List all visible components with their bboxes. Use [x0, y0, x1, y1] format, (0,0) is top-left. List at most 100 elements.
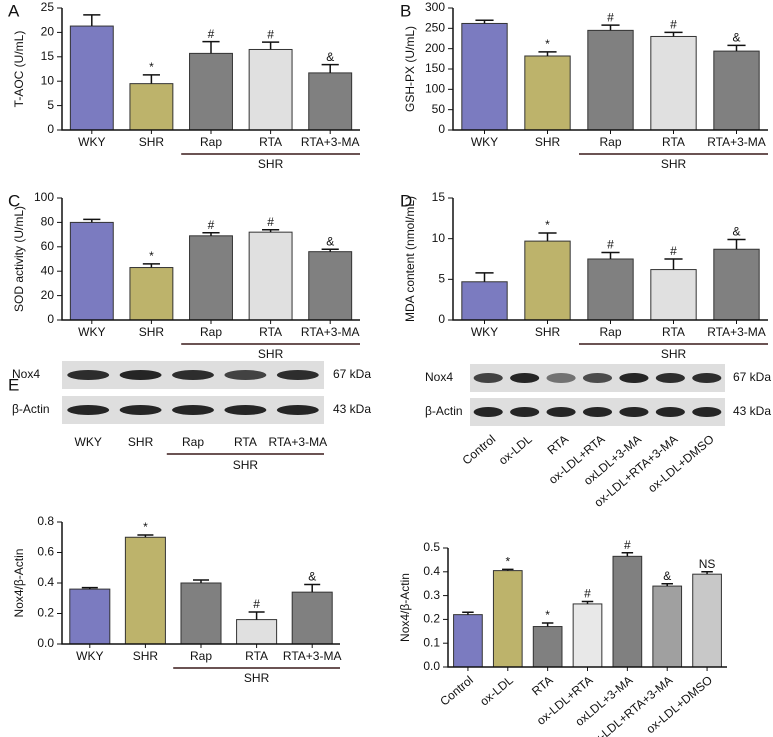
bar: [291, 591, 333, 645]
x-tick-label: SHR: [535, 135, 561, 149]
y-tick-label: 10: [432, 231, 446, 245]
significance-mark: *: [149, 60, 154, 74]
error-bar: [462, 611, 474, 615]
lane-label: ox-LDL+DMSO: [645, 432, 717, 495]
y-tick-label: 25: [41, 0, 55, 14]
bar: [69, 588, 111, 645]
bar: [69, 221, 114, 321]
y-axis-label: MDA content (nmol/mL): [403, 196, 417, 322]
group-label: SHR: [661, 347, 687, 361]
significance-mark: &: [326, 50, 334, 64]
y-tick-label: 15: [41, 49, 55, 63]
y-tick-label: 5: [438, 272, 445, 286]
error-bar: [81, 586, 98, 590]
error-bar: [83, 218, 101, 223]
y-tick-label: 0.2: [37, 606, 54, 620]
blot-band: [276, 370, 319, 380]
significance-mark: #: [670, 244, 677, 258]
significance-mark: #: [267, 215, 274, 229]
y-tick-label: 150: [425, 61, 445, 75]
y-axis-label: T-AOC (U/mL): [12, 31, 26, 108]
blot-band: [655, 407, 685, 417]
x-tick-label: RTA: [259, 135, 282, 149]
y-tick-label: 250: [425, 21, 445, 35]
significance-mark: &: [732, 225, 740, 239]
y-tick-label: 0.6: [37, 545, 54, 559]
y-axis-label: GSH-PX (U/mL): [403, 26, 417, 112]
x-tick-label: SHR: [139, 325, 165, 339]
size-label: 67 kDa: [333, 367, 371, 381]
x-tick-label: RTA+3-MA: [283, 649, 342, 663]
error-bar: [661, 582, 673, 587]
significance-mark: *: [149, 249, 154, 263]
x-tick-label: RTA+3-MA: [707, 325, 766, 339]
x-tick-label: RTA: [662, 325, 685, 339]
significance-mark: *: [505, 555, 510, 569]
error-bar: [137, 534, 154, 538]
bar: [69, 25, 114, 131]
x-tick-label: WKY: [78, 325, 105, 339]
significance-mark: #: [670, 18, 677, 32]
lane-label: RTA: [544, 432, 571, 457]
blot-band: [692, 407, 722, 417]
error-bar: [83, 14, 101, 27]
blot-band: [172, 405, 214, 415]
error-bar: [202, 40, 220, 54]
y-tick-label: 50: [432, 102, 446, 116]
significance-mark: #: [607, 238, 614, 252]
panel-letter: A: [8, 1, 20, 20]
error-bar: [321, 63, 339, 73]
group-label: SHR: [233, 458, 259, 472]
error-bar: [475, 272, 494, 282]
y-tick-label: 200: [425, 41, 445, 55]
x-tick-label: RTA+3-MA: [301, 325, 360, 339]
significance-mark: *: [545, 608, 550, 622]
blot-band: [67, 370, 110, 380]
panel-letter: E: [8, 375, 19, 394]
significance-mark: &: [308, 570, 316, 584]
y-tick-label: 10: [41, 73, 55, 87]
bar: [308, 251, 353, 321]
y-tick-label: 40: [41, 263, 55, 277]
blot-band: [276, 405, 319, 415]
error-bar: [262, 228, 280, 233]
y-tick-label: 15: [432, 190, 446, 204]
panel-letter: B: [400, 1, 411, 20]
size-label: 43 kDa: [733, 404, 771, 418]
band-label: β-Actin: [12, 402, 50, 416]
y-axis-label: Nox4/β-Actin: [398, 573, 412, 642]
significance-mark: NS: [699, 557, 716, 571]
x-tick-label: Rap: [200, 325, 222, 339]
error-bar: [538, 51, 557, 56]
error-bar: [664, 258, 683, 270]
error-bar: [601, 251, 620, 259]
x-tick-label: RTA: [529, 673, 556, 698]
error-bar: [192, 579, 210, 583]
bar: [587, 29, 634, 131]
x-tick-label: WKY: [76, 649, 103, 663]
lane-label: ox-LDL: [496, 432, 535, 468]
lane-label: RTA+3-MA: [269, 435, 328, 449]
y-tick-label: 0.3: [423, 588, 440, 602]
y-tick-label: 5: [47, 98, 54, 112]
group-label: SHR: [258, 347, 284, 361]
error-bar: [538, 232, 557, 242]
y-tick-label: 0.5: [423, 540, 440, 554]
y-tick-label: 0: [438, 122, 445, 136]
significance-mark: *: [545, 218, 550, 232]
lane-label: RTA: [234, 435, 257, 449]
axes: [61, 8, 360, 131]
x-tick-label: ox-LDL: [477, 673, 516, 709]
lane-label: SHR: [128, 435, 154, 449]
y-tick-label: 300: [425, 0, 445, 14]
bar: [453, 614, 483, 668]
blot-band: [546, 373, 576, 383]
bar: [248, 231, 293, 321]
error-bar: [475, 19, 494, 24]
bar: [461, 22, 508, 131]
blot-band: [119, 370, 162, 380]
y-tick-label: 0: [47, 122, 54, 136]
blot-band: [582, 407, 613, 417]
x-tick-label: RTA: [259, 325, 282, 339]
